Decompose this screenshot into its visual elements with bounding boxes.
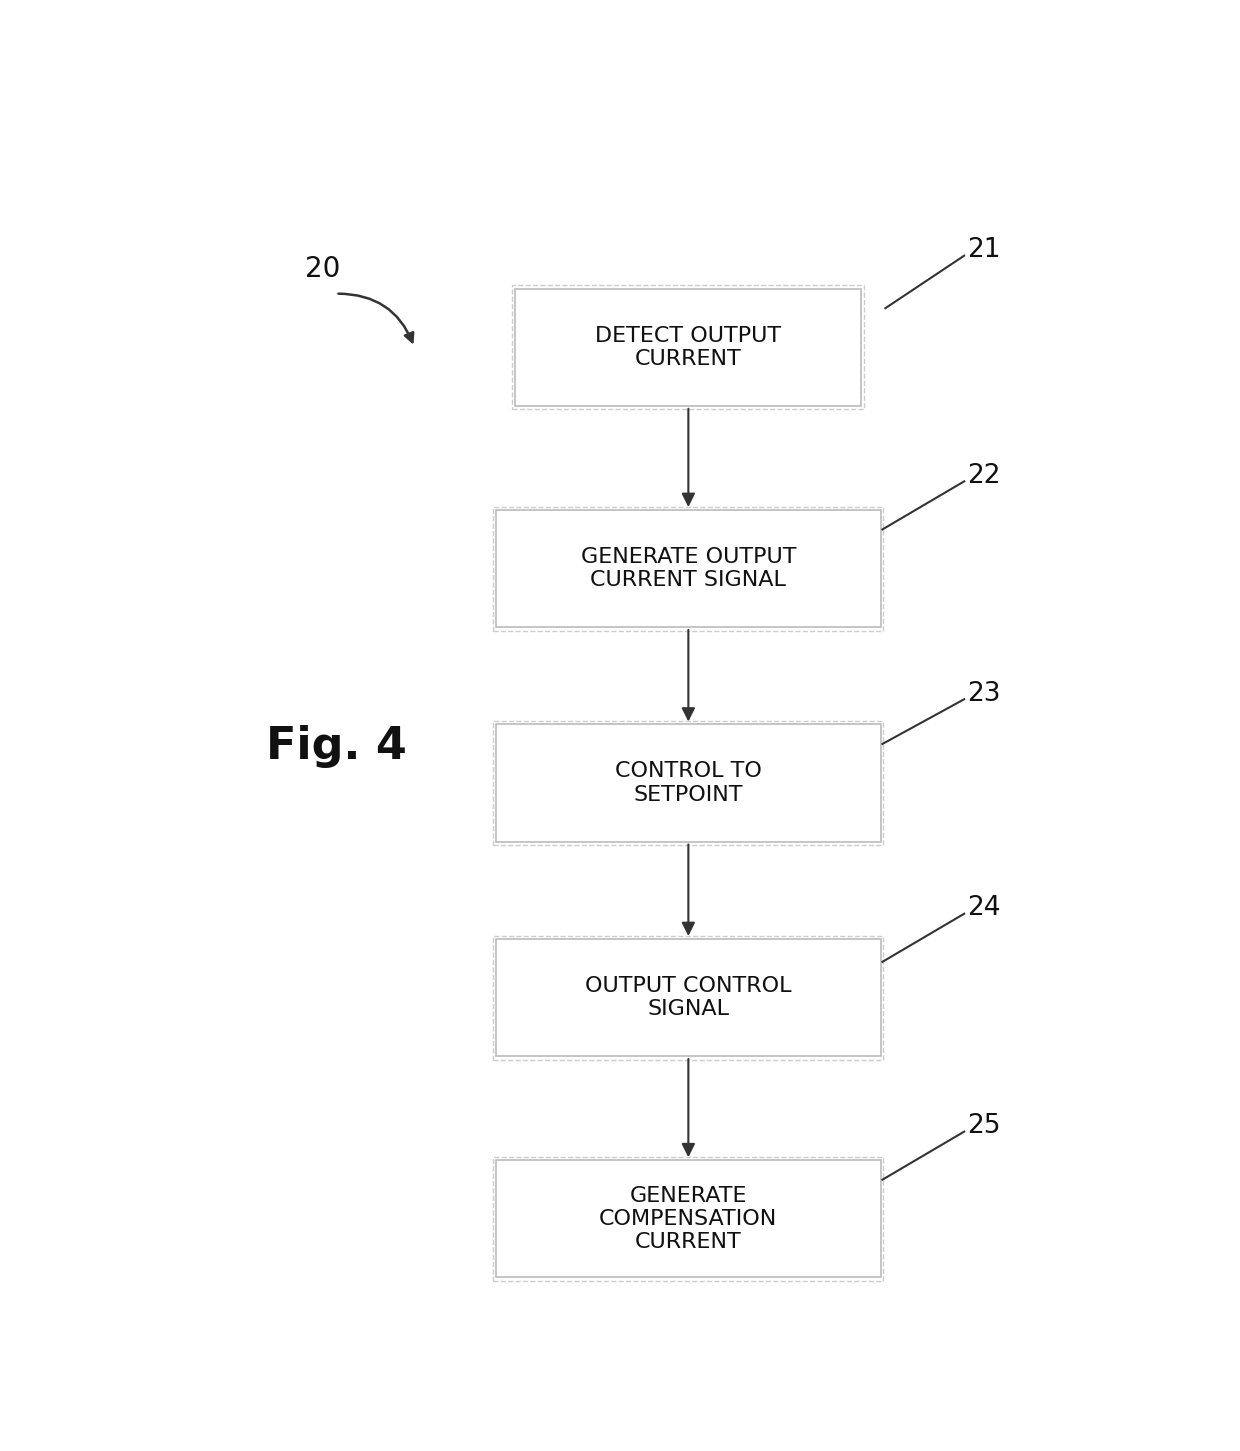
Text: 22: 22 [967,463,1001,489]
FancyBboxPatch shape [496,1161,880,1277]
Text: 21: 21 [967,237,1001,263]
Text: Fig. 4: Fig. 4 [265,724,407,768]
Text: GENERATE
COMPENSATION
CURRENT: GENERATE COMPENSATION CURRENT [599,1185,777,1252]
Text: GENERATE OUTPUT
CURRENT SIGNAL: GENERATE OUTPUT CURRENT SIGNAL [580,547,796,591]
FancyBboxPatch shape [496,939,880,1056]
Text: 23: 23 [967,681,1001,707]
Text: 20: 20 [305,255,341,283]
Text: 24: 24 [967,895,1001,921]
Text: OUTPUT CONTROL
SIGNAL: OUTPUT CONTROL SIGNAL [585,977,791,1019]
Text: 25: 25 [967,1113,1001,1139]
FancyBboxPatch shape [516,289,862,406]
Text: CONTROL TO
SETPOINT: CONTROL TO SETPOINT [615,762,761,805]
FancyBboxPatch shape [496,724,880,842]
Text: DETECT OUTPUT
CURRENT: DETECT OUTPUT CURRENT [595,325,781,369]
FancyBboxPatch shape [496,509,880,627]
